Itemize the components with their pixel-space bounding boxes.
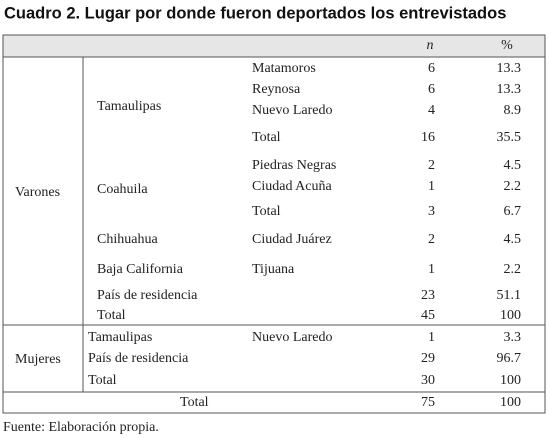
header-cell: % (501, 38, 513, 53)
count-cell: 6 (428, 61, 435, 76)
percent-cell: 51.1 (497, 288, 522, 303)
count-cell: 30 (421, 373, 435, 388)
state-label: Tamaulipas (97, 99, 161, 114)
percent-cell: 4.5 (504, 232, 522, 247)
percent-cell: 3.3 (504, 330, 522, 345)
row-label: Nuevo Laredo (252, 103, 332, 118)
state-label: Coahuila (97, 182, 148, 197)
count-cell: 3 (428, 204, 435, 219)
header-cell: n (427, 38, 434, 53)
count-cell: 2 (428, 232, 435, 247)
percent-cell: 13.3 (497, 82, 522, 97)
header-band (3, 35, 545, 57)
row-label: Ciudad Acuña (252, 179, 332, 194)
footer: Fuente: Elaboración propia. (3, 420, 159, 435)
percent-cell: 100 (500, 373, 521, 388)
count-cell: 1 (428, 179, 435, 194)
row-label: Matamoros (252, 61, 316, 76)
row-label: Total (252, 204, 281, 219)
count-cell: 6 (428, 82, 435, 97)
count-cell: 45 (421, 308, 435, 323)
count-cell: 75 (421, 395, 435, 410)
percent-cell: 2.2 (504, 262, 522, 277)
group-label: Mujeres (15, 352, 61, 367)
row-label: Total (180, 395, 209, 410)
count-cell: 16 (421, 130, 435, 145)
group-label: Varones (15, 185, 60, 200)
state-label: Chihuahua (97, 232, 158, 247)
state-label: Tamaulipas (88, 330, 152, 345)
percent-cell: 13.3 (497, 61, 522, 76)
table-border (2, 34, 546, 414)
percent-cell: 35.5 (497, 130, 522, 145)
row-label: Total (97, 308, 126, 323)
row-label: País de residencia (97, 288, 198, 303)
count-cell: 4 (428, 103, 435, 118)
row-label: Piedras Negras (252, 158, 336, 173)
percent-cell: 96.7 (497, 351, 522, 366)
percent-cell: 6.7 (504, 204, 522, 219)
percent-cell: 2.2 (504, 179, 522, 194)
row-label: Reynosa (252, 82, 301, 97)
percent-cell: 4.5 (504, 158, 522, 173)
percent-cell: 100 (500, 308, 521, 323)
count-cell: 1 (428, 330, 435, 345)
count-cell: 29 (421, 351, 435, 366)
row-label: Ciudad Juárez (252, 232, 332, 247)
row-label: Tijuana (252, 262, 295, 277)
count-cell: 1 (428, 262, 435, 277)
row-label: Total (252, 130, 281, 145)
table-title: Cuadro 2. Lugar por donde fueron deporta… (4, 4, 506, 22)
percent-cell: 8.9 (504, 103, 522, 118)
row-label: Nuevo Laredo (252, 330, 332, 345)
row-label: Total (88, 373, 117, 388)
state-label: Baja California (97, 262, 184, 277)
row-label: País de residencia (88, 351, 189, 366)
count-cell: 2 (428, 158, 435, 173)
count-cell: 23 (421, 288, 435, 303)
percent-cell: 100 (500, 395, 521, 410)
